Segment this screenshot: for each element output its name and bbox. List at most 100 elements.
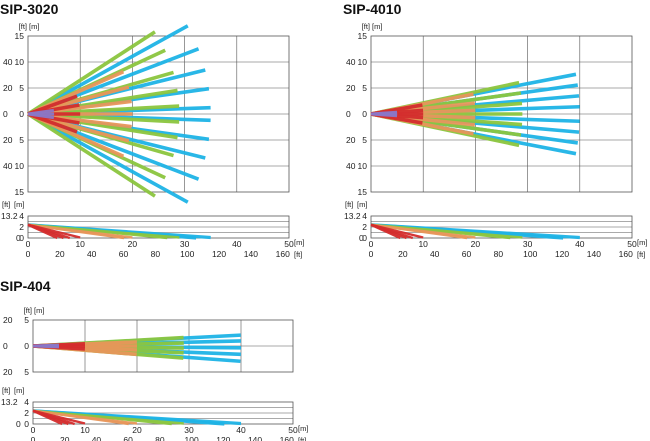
top-view-beams [27, 24, 211, 204]
x-tick-m: 40 [236, 425, 246, 435]
x-tick-ft: 160 [280, 435, 294, 441]
x-tick-ft: 160 [276, 249, 290, 259]
x-tick-m: 30 [184, 425, 194, 435]
beam-purple [27, 108, 55, 116]
beam-red [27, 223, 58, 240]
unit-label-m: [m] [14, 200, 24, 209]
x-tick-m: 0 [26, 239, 31, 249]
tick-label-m: 10 [358, 57, 368, 67]
height-label-ft: 13.2 [1, 397, 18, 407]
panel-sip-404: SIP-404[ft] [m]20 50 020 5[ft] [m]13.2 420 00 10… [0, 278, 308, 441]
beam-green [27, 112, 156, 198]
x-tick-ft: 80 [155, 435, 165, 441]
x-tick-ft: 20 [60, 435, 70, 441]
unit-label-ft: [ft] [2, 386, 10, 395]
x-tick-m: 20 [132, 425, 142, 435]
tick-label-m: 2 [362, 222, 367, 232]
top-view-beams [32, 333, 242, 364]
x-tick-ft: 20 [55, 249, 65, 259]
tick-label-ft: 0 [3, 341, 8, 351]
x-tick-ft: 120 [212, 249, 226, 259]
tick-label-m: 5 [19, 83, 24, 93]
tick-label-ft: 0 [3, 109, 8, 119]
tick-label-m: 5 [24, 315, 29, 325]
tick-label-m: 2 [19, 222, 24, 232]
unit-label-ft: [ft] [24, 306, 32, 315]
beam-red [32, 409, 63, 426]
tick-label-ft: 20 [3, 315, 13, 325]
unit-label-m: [m] [372, 22, 382, 31]
x-unit-ft: [ft] [294, 250, 302, 259]
beam-cyan [27, 24, 189, 116]
x-tick-ft: 120 [216, 435, 230, 441]
tick-label-m: 10 [15, 57, 25, 67]
tick-label-m: 15 [15, 31, 25, 41]
x-tick-ft: 140 [587, 249, 601, 259]
tick-label-m: 10 [358, 161, 368, 171]
tick-label-m: 5 [19, 135, 24, 145]
tick-label-m: 0 [362, 233, 367, 243]
x-tick-m: 50 [284, 239, 294, 249]
beam-red [370, 223, 401, 240]
tick-label-ft: 40 [3, 161, 13, 171]
top-view: [ft] [m] 20 5 0 0 20 5 [3, 306, 294, 377]
x-tick-ft: 80 [494, 249, 504, 259]
panel-title: SIP-404 [0, 278, 51, 294]
tick-label-m: 10 [15, 161, 25, 171]
side-view-beams [27, 223, 211, 240]
tick-label-m: 0 [19, 233, 24, 243]
panel-title: SIP-4010 [343, 1, 402, 17]
x-tick-m: 10 [418, 239, 428, 249]
x-tick-m: 40 [575, 239, 585, 249]
unit-label-m: [m] [14, 386, 24, 395]
beam-orange [370, 223, 468, 240]
x-tick-m: 20 [128, 239, 138, 249]
x-tick-m: 50 [627, 239, 637, 249]
x-unit-m: [m] [637, 238, 647, 247]
tick-label-ft: 20 [3, 367, 13, 377]
panel-title: SIP-3020 [0, 1, 59, 17]
x-tick-ft: 120 [555, 249, 569, 259]
x-tick-m: 20 [471, 239, 481, 249]
height-label-ft: 13.2 [344, 211, 361, 221]
tick-label-ft: 20 [346, 83, 356, 93]
x-tick-m: 10 [75, 239, 85, 249]
x-tick-m: 40 [232, 239, 242, 249]
beam-cyan [27, 112, 189, 204]
x-tick-ft: 140 [244, 249, 258, 259]
x-unit-m: [m] [294, 238, 304, 247]
tick-label-m: 15 [15, 187, 25, 197]
tick-label-ft: 0 [16, 233, 21, 243]
tick-label-ft: 20 [346, 135, 356, 145]
unit-label-m: [m] [34, 306, 44, 315]
x-tick-ft: 60 [462, 249, 472, 259]
top-view-beams [370, 72, 580, 156]
side-view-beams [370, 223, 580, 240]
tick-label-ft: 0 [359, 233, 364, 243]
x-tick-ft: 100 [180, 249, 194, 259]
x-tick-ft: 160 [619, 249, 633, 259]
unit-label-m: [m] [29, 22, 39, 31]
tick-label-m: 0 [362, 109, 367, 119]
height-label-m: 4 [362, 211, 367, 221]
tick-label-ft: 0 [16, 419, 21, 429]
x-unit-ft: [ft] [298, 436, 306, 441]
x-tick-ft: 0 [369, 249, 374, 259]
tick-label-m: 5 [24, 367, 29, 377]
x-tick-ft: 40 [430, 249, 440, 259]
height-label-m: 4 [19, 211, 24, 221]
tick-label-m: 0 [19, 109, 24, 119]
x-tick-m: 30 [180, 239, 190, 249]
x-tick-ft: 0 [31, 435, 36, 441]
tick-label-ft: 20 [3, 83, 13, 93]
tick-label-ft: 0 [346, 109, 351, 119]
x-tick-m: 10 [80, 425, 90, 435]
x-tick-m: 30 [523, 239, 533, 249]
